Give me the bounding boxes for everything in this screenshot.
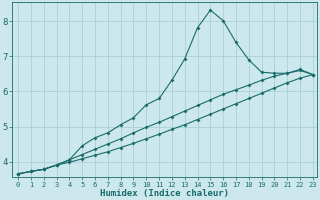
X-axis label: Humidex (Indice chaleur): Humidex (Indice chaleur) — [100, 189, 229, 198]
